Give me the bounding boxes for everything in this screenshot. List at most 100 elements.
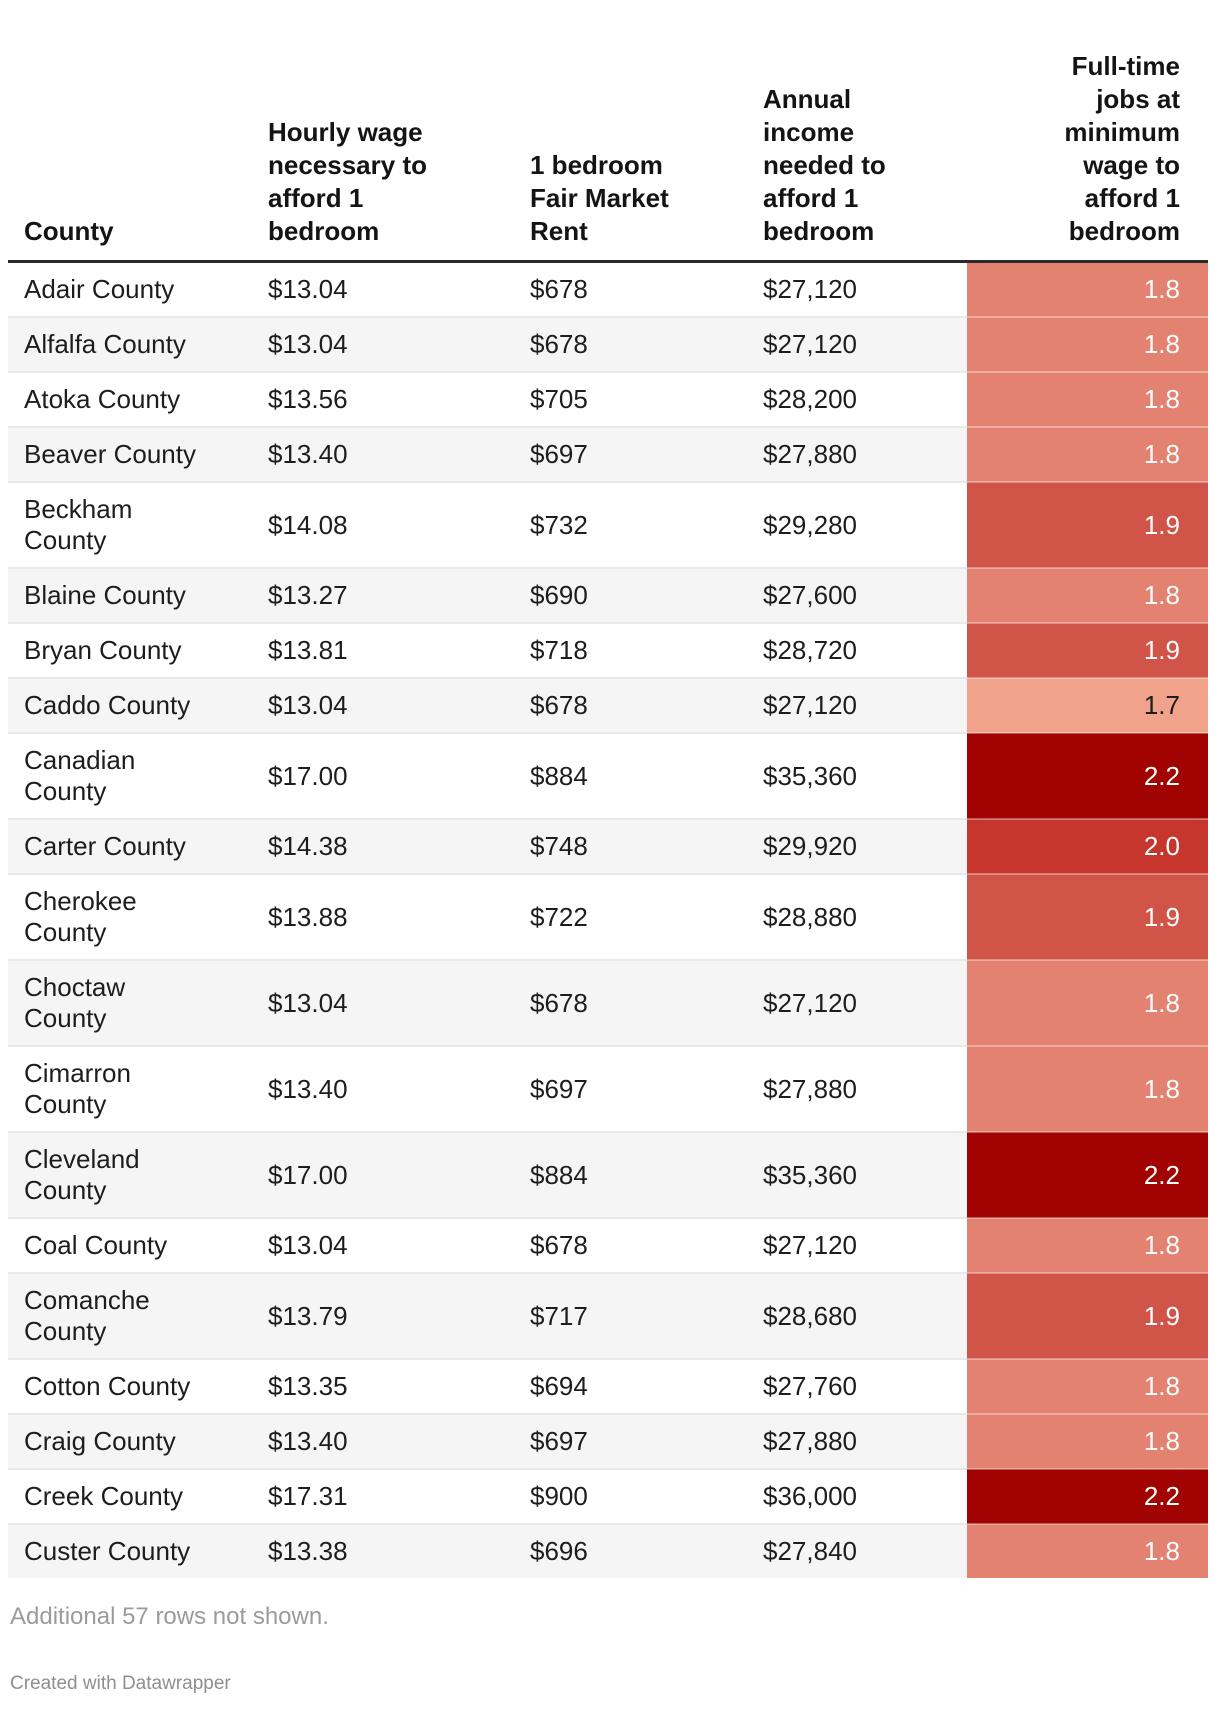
column-header-hourly-wage: Hourly wage necessary to afford 1 bedroo… <box>252 50 514 263</box>
table-row: Cleveland County $17.00 $884 $35,360 2.2 <box>8 1131 1208 1218</box>
rent-cell: $678 <box>530 274 588 304</box>
table-header: County Hourly wage necessary to afford 1… <box>8 50 1208 263</box>
hourly-wage-cell: $14.38 <box>252 818 514 874</box>
jobs-cell: 1.8 <box>967 371 1208 427</box>
annual-income-cell: $27,880 <box>747 1045 967 1132</box>
jobs-cell: 1.9 <box>967 873 1208 960</box>
table-row: Cotton County $13.35 $694 $27,760 1.8 <box>8 1358 1208 1414</box>
jobs-cell: 1.8 <box>967 1523 1208 1578</box>
hourly-wage-cell: $13.56 <box>252 371 514 427</box>
jobs-cell: 1.8 <box>967 959 1208 1046</box>
rent-cell: $900 <box>514 1468 747 1524</box>
annual-income-cell: $27,880 <box>747 426 967 482</box>
rent-cell: $697 <box>514 1413 747 1469</box>
hourly-wage-cell: $13.38 <box>252 1523 514 1578</box>
county-cell: Adair County <box>24 274 175 304</box>
annual-income-cell: $27,120 <box>747 316 967 372</box>
annual-income-cell: $28,880 <box>747 873 967 960</box>
jobs-cell: 1.8 <box>967 261 1208 317</box>
hourly-wage-cell: $13.04 <box>268 274 348 304</box>
hourly-wage-cell: $13.35 <box>252 1358 514 1414</box>
rent-cell: $718 <box>514 622 747 678</box>
annual-income-cell: $27,880 <box>747 1413 967 1469</box>
county-cell: Blaine County <box>8 567 252 623</box>
hourly-wage-cell: $13.40 <box>252 426 514 482</box>
jobs-cell: 1.8 <box>967 1358 1208 1414</box>
annual-income-cell: $27,840 <box>747 1523 967 1578</box>
hourly-wage-cell: $17.00 <box>252 1131 514 1218</box>
rent-cell: $722 <box>514 873 747 960</box>
annual-income-cell: $29,280 <box>747 481 967 568</box>
annual-income-cell: $27,120 <box>747 959 967 1046</box>
rent-cell: $694 <box>514 1358 747 1414</box>
hourly-wage-cell: $17.00 <box>252 732 514 819</box>
hourly-wage-cell: $13.27 <box>252 567 514 623</box>
rows-not-shown-note: Additional 57 rows not shown. <box>10 1603 329 1630</box>
rent-cell: $717 <box>514 1272 747 1359</box>
affordability-table: County Hourly wage necessary to afford 1… <box>8 50 1208 1578</box>
table-row: Comanche County $13.79 $717 $28,680 1.9 <box>8 1272 1208 1359</box>
header-row: County Hourly wage necessary to afford 1… <box>8 50 1208 263</box>
county-cell: Atoka County <box>8 371 252 427</box>
rent-cell: $678 <box>514 959 747 1046</box>
county-cell: Creek County <box>8 1468 252 1524</box>
table-row: Alfalfa County $13.04 $678 $27,120 1.8 <box>8 316 1208 372</box>
table-row: Carter County $14.38 $748 $29,920 2.0 <box>8 818 1208 874</box>
hourly-wage-cell: $13.04 <box>252 677 514 733</box>
table-row: Blaine County $13.27 $690 $27,600 1.8 <box>8 567 1208 623</box>
table-row: Bryan County $13.81 $718 $28,720 1.9 <box>8 622 1208 678</box>
table-row: Choctaw County $13.04 $678 $27,120 1.8 <box>8 959 1208 1046</box>
jobs-cell: 2.2 <box>967 732 1208 819</box>
jobs-cell: 1.8 <box>967 567 1208 623</box>
rent-cell: $678 <box>514 316 747 372</box>
rent-cell: $732 <box>514 481 747 568</box>
county-cell: Beckham County <box>8 481 252 568</box>
hourly-wage-cell: $13.40 <box>252 1045 514 1132</box>
hourly-wage-cell: $13.79 <box>252 1272 514 1359</box>
rent-cell: $884 <box>514 1131 747 1218</box>
county-cell: Beaver County <box>8 426 252 482</box>
county-cell: Custer County <box>8 1523 252 1578</box>
table-row: Creek County $17.31 $900 $36,000 2.2 <box>8 1468 1208 1524</box>
datawrapper-credit: Created with Datawrapper <box>10 1673 231 1694</box>
county-cell: Choctaw County <box>8 959 252 1046</box>
column-header-fulltime-jobs: Full-time jobs at minimum wage to afford… <box>967 50 1208 263</box>
table-row: Craig County $13.40 $697 $27,880 1.8 <box>8 1413 1208 1469</box>
county-cell: Alfalfa County <box>8 316 252 372</box>
rent-cell: $705 <box>514 371 747 427</box>
table-row: Cimarron County $13.40 $697 $27,880 1.8 <box>8 1045 1208 1132</box>
column-header-county: County <box>8 50 252 263</box>
table-row: Custer County $13.38 $696 $27,840 1.8 <box>8 1523 1208 1578</box>
county-cell: Cherokee County <box>8 873 252 960</box>
jobs-cell: 1.9 <box>967 622 1208 678</box>
table-row: Coal County $13.04 $678 $27,120 1.8 <box>8 1217 1208 1273</box>
county-cell: Cotton County <box>8 1358 252 1414</box>
jobs-cell: 2.0 <box>967 818 1208 874</box>
hourly-wage-cell: $13.04 <box>252 316 514 372</box>
annual-income-cell: $28,200 <box>747 371 967 427</box>
hourly-wage-cell: $13.04 <box>252 959 514 1046</box>
table-row: Canadian County $17.00 $884 $35,360 2.2 <box>8 732 1208 819</box>
jobs-cell: 1.9 <box>967 1272 1208 1359</box>
rent-cell: $697 <box>514 1045 747 1132</box>
hourly-wage-cell: $13.88 <box>252 873 514 960</box>
jobs-cell: 1.8 <box>967 1413 1208 1469</box>
column-header-fair-market-rent: 1 bedroom Fair Market Rent <box>514 50 747 263</box>
rent-cell: $697 <box>514 426 747 482</box>
jobs-cell: 1.8 <box>967 426 1208 482</box>
jobs-cell: 2.2 <box>967 1131 1208 1218</box>
annual-income-cell: $35,360 <box>747 1131 967 1218</box>
hourly-wage-cell: $14.08 <box>252 481 514 568</box>
table-row: Cherokee County $13.88 $722 $28,880 1.9 <box>8 873 1208 960</box>
county-cell: Caddo County <box>8 677 252 733</box>
jobs-cell: 1.8 <box>967 1045 1208 1132</box>
rent-cell: $678 <box>514 1217 747 1273</box>
annual-income-cell: $27,760 <box>747 1358 967 1414</box>
annual-income-cell: $28,720 <box>747 622 967 678</box>
jobs-cell: 1.7 <box>967 677 1208 733</box>
jobs-cell: 1.8 <box>967 316 1208 372</box>
county-cell: Cimarron County <box>8 1045 252 1132</box>
annual-income-cell: $36,000 <box>747 1468 967 1524</box>
rent-cell: $884 <box>514 732 747 819</box>
